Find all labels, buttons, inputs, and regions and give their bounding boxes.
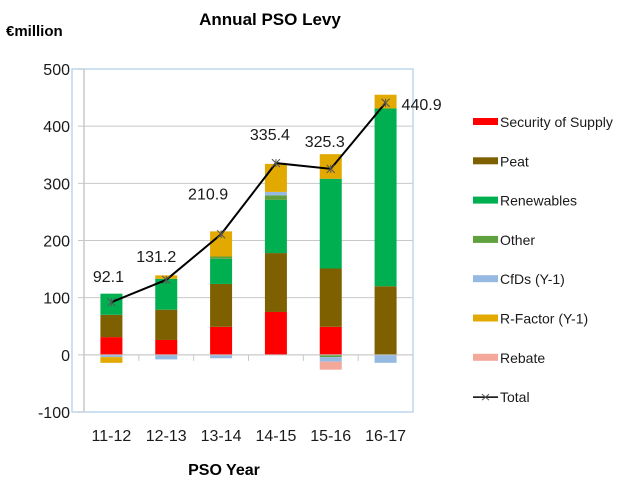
legend-item: Renewables xyxy=(473,193,577,209)
legend-swatch xyxy=(473,235,498,243)
legend-swatch xyxy=(473,118,498,125)
total-data-label: 440.9 xyxy=(402,97,442,114)
y-axis-ticks: 500 400 300 200 100 0 -100 xyxy=(38,62,84,422)
bar-renewables-16-17 xyxy=(374,108,397,287)
legend-item: R-Factor (Y-1) xyxy=(473,311,588,327)
y-tick-label: 300 xyxy=(43,176,70,193)
bar-security-of-supply-14-15 xyxy=(264,311,287,355)
total-marker xyxy=(161,275,171,285)
bar-cfds-y-1-13-14 xyxy=(210,354,233,359)
x-tick-label: 11-12 xyxy=(92,428,132,445)
x-tick-label: 12-13 xyxy=(146,428,187,445)
bar-cfds-y-1-14-15 xyxy=(264,191,287,196)
total-line xyxy=(107,98,390,307)
y-tick-label: 400 xyxy=(43,119,70,136)
chart-title: Annual PSO Levy xyxy=(199,10,341,29)
total-marker xyxy=(216,229,226,239)
total-data-label: 335.4 xyxy=(250,127,290,144)
bar-renewables-15-16 xyxy=(319,178,342,269)
legend-item: Total xyxy=(473,389,530,405)
bar-peat-13-14 xyxy=(210,283,233,327)
legend-label: Security of Supply xyxy=(500,114,613,130)
plot-area-border xyxy=(71,68,414,413)
bar-peat-15-16 xyxy=(319,268,342,327)
x-tick-label: 14-15 xyxy=(255,428,296,445)
y-tick-label: 500 xyxy=(43,62,70,79)
total-marker xyxy=(271,158,281,168)
x-axis-ticks: 11-12 12-13 13-14 14-15 15-16 16-17 xyxy=(92,354,406,445)
legend-item: Security of Supply xyxy=(473,114,613,130)
x-tick-label: 16-17 xyxy=(365,428,406,445)
x-tick-label: 13-14 xyxy=(201,428,242,445)
total-data-label: 131.2 xyxy=(136,249,176,266)
bar-other-15-16 xyxy=(319,354,342,358)
legend-label: Other xyxy=(500,232,535,248)
legend-swatch xyxy=(473,196,498,204)
bar-security-of-supply-11-12 xyxy=(100,337,123,355)
legend-label: Total xyxy=(500,389,530,405)
legend-swatch xyxy=(473,314,498,322)
legend-label: CfDs (Y-1) xyxy=(500,271,565,287)
bar-peat-16-17 xyxy=(374,286,397,355)
bar-peat-11-12 xyxy=(100,314,123,338)
bar-cfds-y-1-16-17 xyxy=(374,354,397,363)
bars xyxy=(100,94,397,370)
bar-rebate-15-16 xyxy=(319,361,342,370)
y-tick-label: 0 xyxy=(61,348,70,365)
total-marker xyxy=(381,98,390,108)
y-tick-label: -100 xyxy=(38,405,70,422)
x-tick-label: 15-16 xyxy=(310,428,351,445)
legend-label: Peat xyxy=(500,153,529,169)
bar-peat-14-15 xyxy=(264,253,287,312)
legend-item: CfDs (Y-1) xyxy=(473,271,565,287)
bar-cfds-y-1-12-13 xyxy=(155,354,178,360)
bar-security-of-supply-13-14 xyxy=(210,326,233,355)
total-data-label: 92.1 xyxy=(93,269,124,286)
bar-cfds-y-1-15-16 xyxy=(319,357,342,362)
legend-label: R-Factor (Y-1) xyxy=(500,311,588,327)
legend-item: Rebate xyxy=(473,350,545,366)
bar-renewables-12-13 xyxy=(155,278,178,310)
bar-renewables-13-14 xyxy=(210,258,233,284)
bar-other-13-14 xyxy=(210,256,233,259)
data-labels: 92.1 131.2 210.9 335.4 325.3 440.9 xyxy=(93,97,442,286)
y-tick-label: 100 xyxy=(43,291,70,308)
legend-label: Rebate xyxy=(500,350,545,366)
total-marker xyxy=(326,164,336,174)
bar-peat-12-13 xyxy=(155,309,178,340)
legend-swatch xyxy=(473,157,498,165)
bar-security-of-supply-12-13 xyxy=(155,339,178,355)
legend-item: Peat xyxy=(473,153,529,169)
total-data-label: 210.9 xyxy=(188,186,228,203)
legend-item: Other xyxy=(473,232,535,248)
legend-swatch xyxy=(473,353,498,361)
bar-security-of-supply-15-16 xyxy=(319,326,342,355)
y-tick-label: 200 xyxy=(43,234,70,251)
total-marker xyxy=(107,297,116,307)
bar-cfds-y-1-11-12 xyxy=(100,354,123,358)
total-line-path xyxy=(111,102,387,304)
x-axis-label: PSO Year xyxy=(188,462,260,479)
bar-other-14-15 xyxy=(264,195,287,200)
total-data-label: 325.3 xyxy=(305,134,345,151)
gridlines xyxy=(71,68,414,413)
bar-r-factor-y-1-11-12 xyxy=(100,357,123,363)
bar-r-factor-y-1-14-15 xyxy=(264,163,287,192)
bar-renewables-14-15 xyxy=(264,199,287,254)
legend-label: Renewables xyxy=(500,193,577,209)
y-axis-label: €million xyxy=(6,23,63,40)
legend-swatch xyxy=(473,275,498,283)
legend-marker xyxy=(481,393,490,401)
legend: Security of Supply Peat Renewables Other CfD… xyxy=(473,114,613,405)
